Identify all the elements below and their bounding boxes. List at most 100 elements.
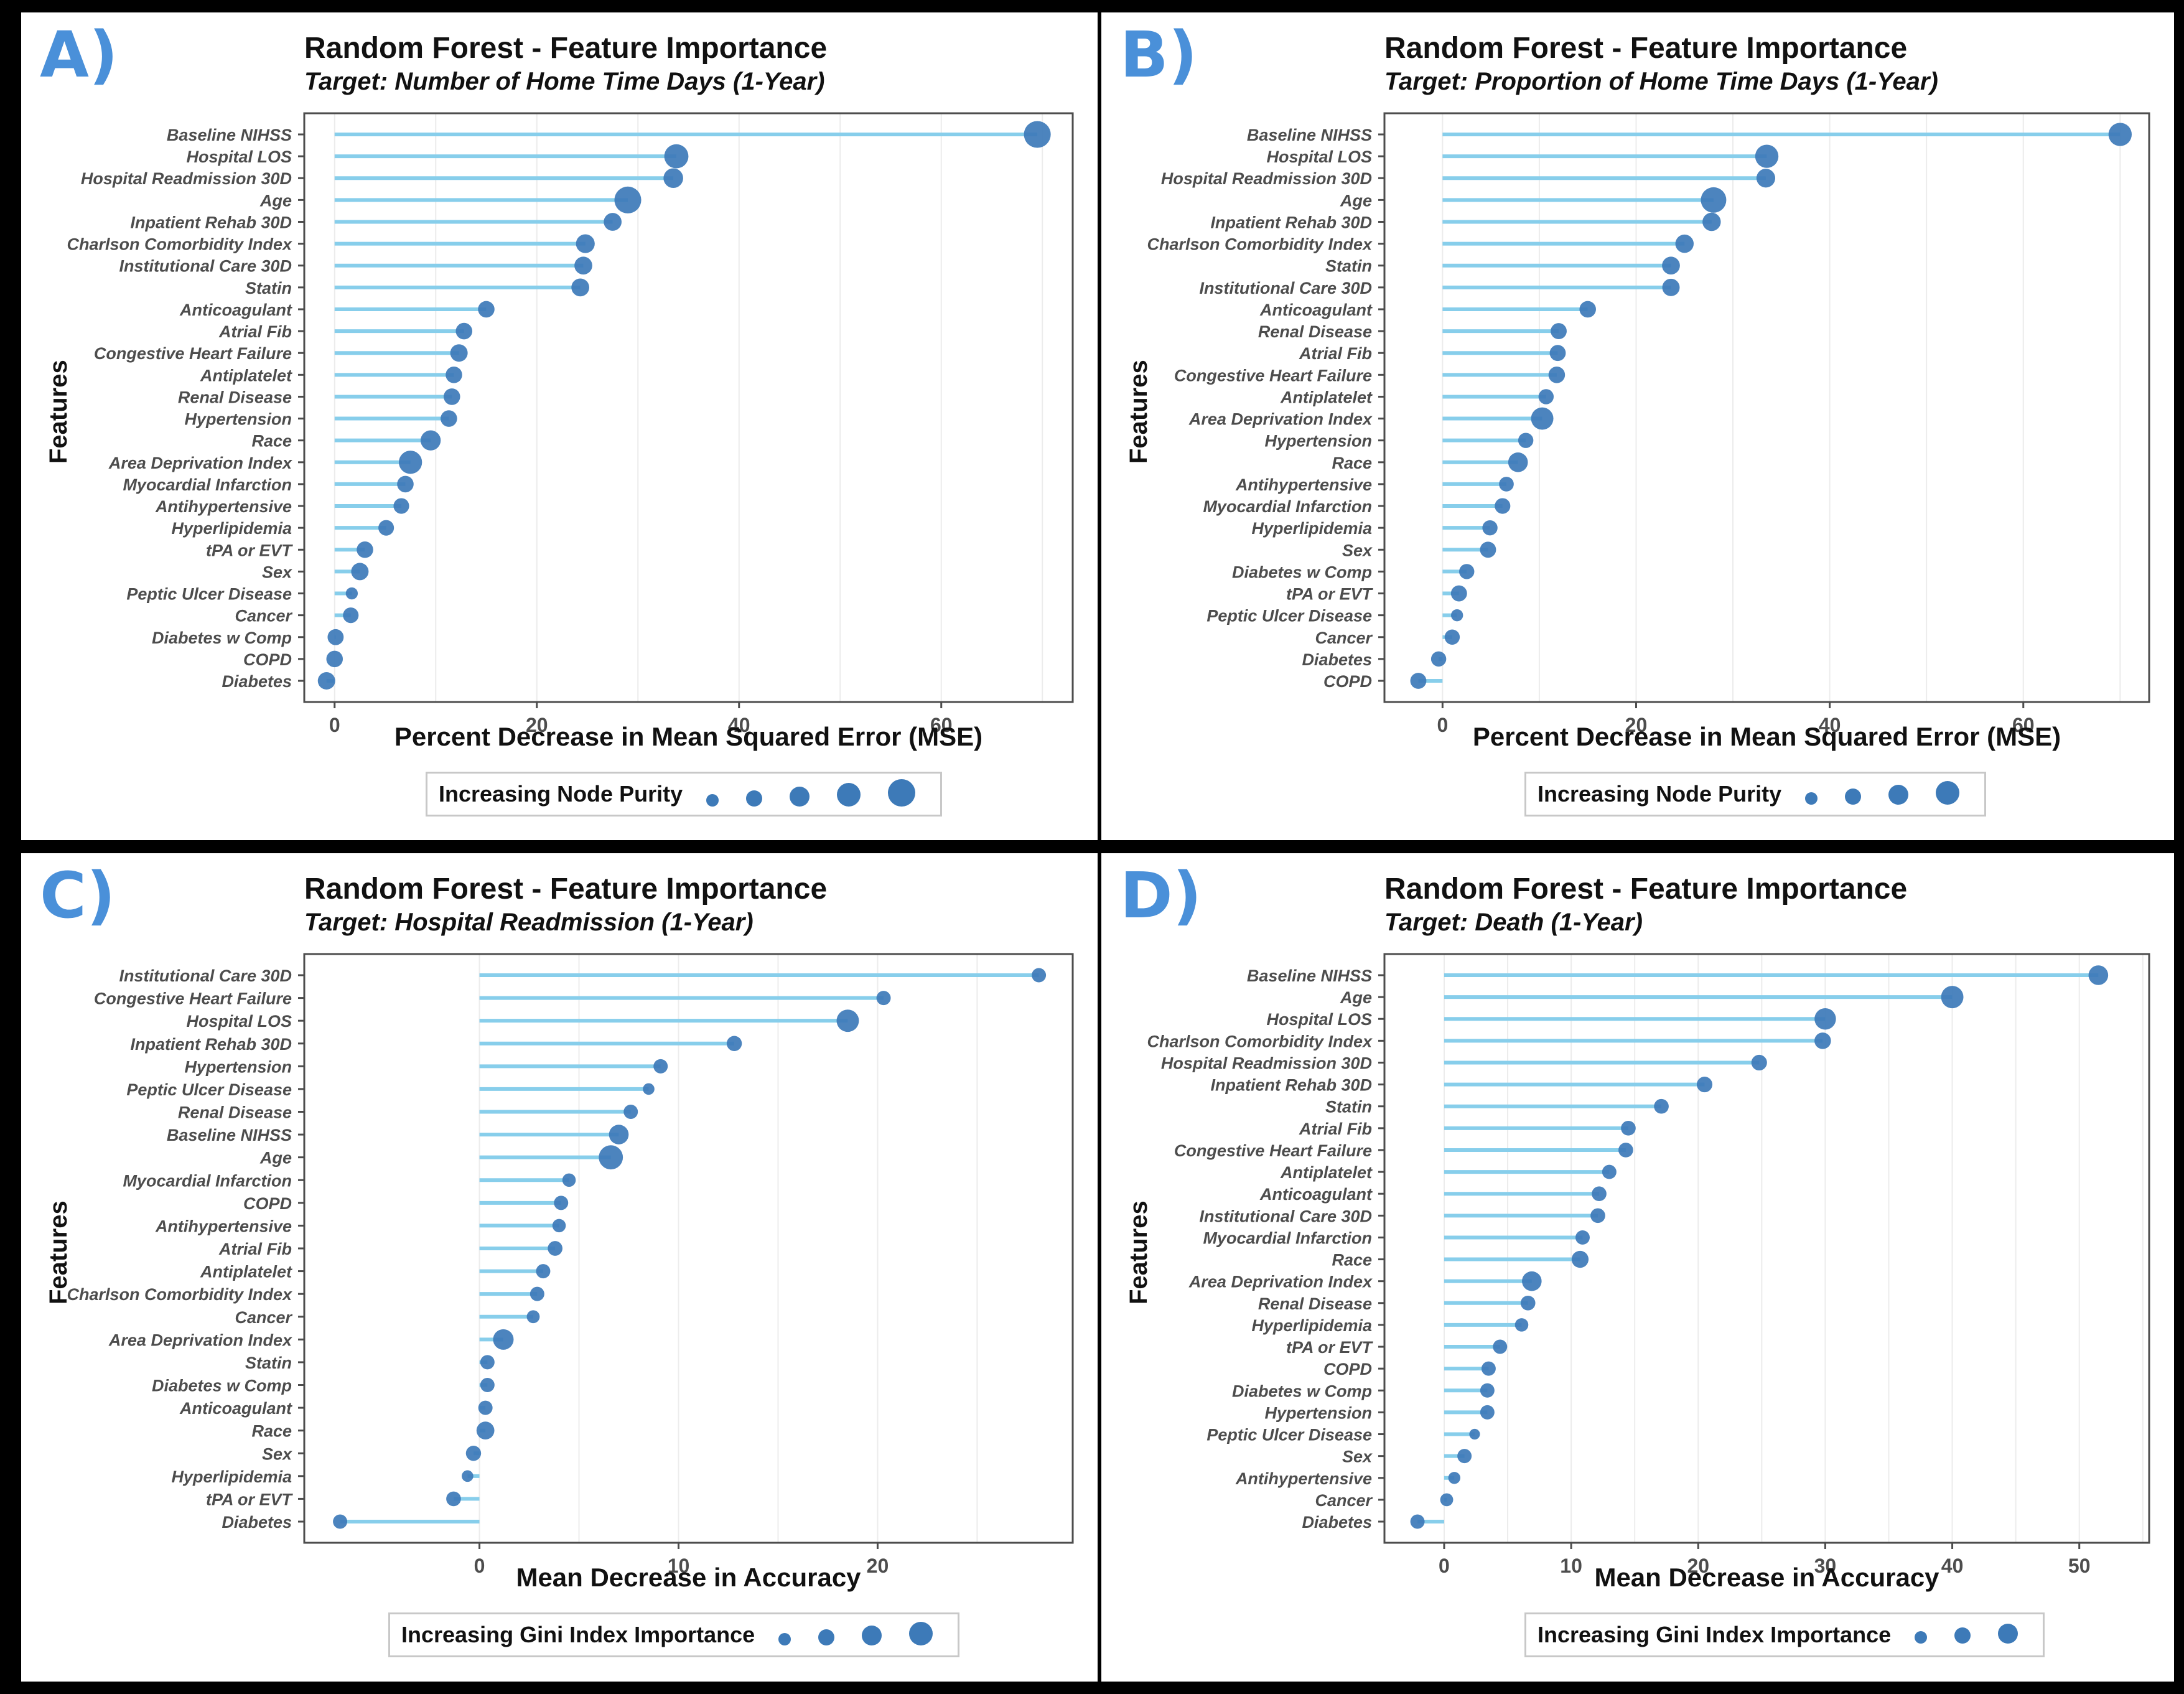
feature-label: Baseline NIHSS bbox=[1247, 126, 1372, 144]
legend-title: Increasing Node Purity bbox=[1538, 781, 1782, 807]
lollipop-dot bbox=[623, 1105, 638, 1119]
lollipop-dot bbox=[317, 672, 335, 690]
lollipop-dot bbox=[643, 1083, 655, 1095]
feature-label: Diabetes bbox=[222, 672, 292, 691]
feature-label: Anticoagulant bbox=[1259, 1185, 1373, 1204]
lollipop-dot bbox=[420, 430, 441, 451]
feature-label: Hospital LOS bbox=[1266, 1010, 1372, 1029]
x-tick-label: 0 bbox=[1437, 714, 1448, 736]
chart-title: Random Forest - Feature Importance bbox=[304, 873, 828, 905]
legend: Increasing Gini Index Importance bbox=[1524, 1612, 2045, 1657]
feature-label: Area Deprivation Index bbox=[108, 1331, 292, 1349]
lollipop-dot bbox=[351, 563, 369, 581]
feature-label: Race bbox=[251, 432, 292, 451]
feature-label: Charlson Comorbidity Index bbox=[1147, 1032, 1373, 1051]
panel-label: B) bbox=[1120, 18, 1198, 92]
lollipop-dot bbox=[1508, 452, 1528, 472]
panel-a: A) Random Forest - Feature Importance Ta… bbox=[21, 12, 1098, 840]
lollipop-dot bbox=[446, 367, 462, 383]
lollipop-dot bbox=[343, 607, 359, 624]
feature-label: tPA or EVT bbox=[1286, 585, 1374, 604]
x-axis-label: Percent Decrease in Mean Squared Error (… bbox=[394, 722, 983, 751]
feature-label: Diabetes w Comp bbox=[152, 629, 292, 647]
x-axis-label: Mean Decrease in Accuracy bbox=[1594, 1563, 1939, 1592]
lollipop-dot bbox=[1662, 256, 1680, 275]
legend: Increasing Gini Index Importance bbox=[388, 1612, 960, 1657]
panel-c: C) Random Forest - Feature Importance Ta… bbox=[21, 853, 1098, 1682]
lollipop-dot bbox=[2108, 123, 2132, 146]
lollipop-dot bbox=[664, 144, 689, 169]
legend-dot bbox=[790, 786, 810, 807]
lollipop-dot bbox=[443, 388, 460, 405]
lollipop-dot bbox=[1430, 651, 1447, 667]
lollipop-dot bbox=[455, 322, 473, 340]
lollipop-dot bbox=[614, 186, 642, 213]
feature-label: Charlson Comorbidity Index bbox=[67, 235, 292, 254]
lollipop-dot bbox=[345, 587, 358, 600]
legend-dot bbox=[1845, 788, 1862, 805]
panel-b: B) Random Forest - Feature Importance Ta… bbox=[1101, 12, 2174, 840]
feature-label: COPD bbox=[1323, 1360, 1372, 1378]
feature-label: Renal Disease bbox=[178, 1103, 292, 1122]
lollipop-dot bbox=[1618, 1143, 1633, 1158]
feature-label: Diabetes w Comp bbox=[152, 1377, 292, 1395]
feature-label: Institutional Care 30D bbox=[119, 257, 292, 276]
legend-dot bbox=[706, 793, 719, 807]
feature-label: Race bbox=[1332, 1251, 1372, 1270]
feature-label: Cancer bbox=[1315, 1491, 1373, 1510]
lollipop-dot bbox=[1520, 1295, 1536, 1311]
feature-label: Area Deprivation Index bbox=[1188, 1273, 1373, 1291]
x-tick-label: 20 bbox=[867, 1555, 889, 1577]
lollipop-dot bbox=[1756, 169, 1776, 188]
x-tick-label: 40 bbox=[728, 714, 750, 736]
panel-d: D) Random Forest - Feature Importance Ta… bbox=[1101, 853, 2174, 1682]
lollipop-dot bbox=[462, 1470, 474, 1482]
lollipop-dot bbox=[1450, 585, 1467, 602]
lollipop-dot bbox=[478, 301, 495, 318]
lollipop-dot bbox=[653, 1059, 668, 1074]
legend-title: Increasing Gini Index Importance bbox=[401, 1622, 755, 1647]
lollipop-dot bbox=[562, 1173, 576, 1187]
feature-label: Renal Disease bbox=[178, 388, 292, 406]
lollipop-dot bbox=[1410, 1514, 1425, 1529]
feature-label: Area Deprivation Index bbox=[108, 454, 292, 472]
legend-title: Increasing Node Purity bbox=[439, 781, 683, 807]
feature-label: COPD bbox=[1323, 672, 1372, 691]
feature-label: Institutional Care 30D bbox=[1199, 1207, 1372, 1225]
feature-label: Age bbox=[1340, 191, 1372, 210]
feature-label: Statin bbox=[245, 279, 292, 297]
legend-dot bbox=[1954, 1627, 1971, 1644]
lollipop-dot bbox=[1440, 1493, 1454, 1507]
chart-subtitle: Target: Proportion of Home Time Days (1-… bbox=[1384, 68, 1938, 95]
y-axis-label: Features bbox=[45, 1200, 72, 1304]
feature-label: Myocardial Infarction bbox=[123, 1171, 292, 1190]
plot-border bbox=[1383, 112, 2150, 703]
feature-label: Antihypertensive bbox=[1235, 1469, 1372, 1488]
lollipop-dot bbox=[574, 256, 592, 275]
chart-subtitle: Target: Hospital Readmission (1-Year) bbox=[304, 909, 754, 936]
feature-label: Diabetes bbox=[1302, 1513, 1372, 1532]
feature-label: Statin bbox=[1325, 257, 1372, 276]
legend-dot bbox=[1805, 792, 1818, 805]
feature-label: Inpatient Rehab 30D bbox=[1210, 213, 1372, 232]
feature-label: Hypertension bbox=[184, 1057, 292, 1076]
feature-label: Antihypertensive bbox=[155, 497, 292, 516]
lollipop-dot bbox=[393, 498, 409, 514]
x-tick-label: 60 bbox=[2012, 714, 2035, 736]
lollipop-dot bbox=[836, 1009, 859, 1032]
lollipop-dot bbox=[1481, 1361, 1496, 1376]
x-tick-label: 0 bbox=[329, 714, 340, 736]
feature-label: Inpatient Rehab 30D bbox=[130, 1035, 292, 1054]
legend-dot bbox=[888, 779, 916, 807]
feature-label: Congestive Heart Failure bbox=[1174, 1141, 1372, 1160]
lollipop-dot bbox=[1675, 234, 1694, 253]
lollipop-dot bbox=[1701, 187, 1727, 213]
chart-svg: 0 10 20 Institutional Care 30D Congestive He… bbox=[67, 953, 1074, 1577]
plot-border bbox=[1383, 953, 2150, 1544]
lollipop-dot bbox=[493, 1329, 514, 1350]
feature-label: Cancer bbox=[1315, 629, 1373, 647]
lollipop-dot bbox=[441, 410, 457, 427]
lollipop-dot bbox=[397, 475, 414, 493]
x-tick-label: 40 bbox=[1941, 1555, 1964, 1577]
chart-title: Random Forest - Feature Importance bbox=[304, 32, 828, 65]
